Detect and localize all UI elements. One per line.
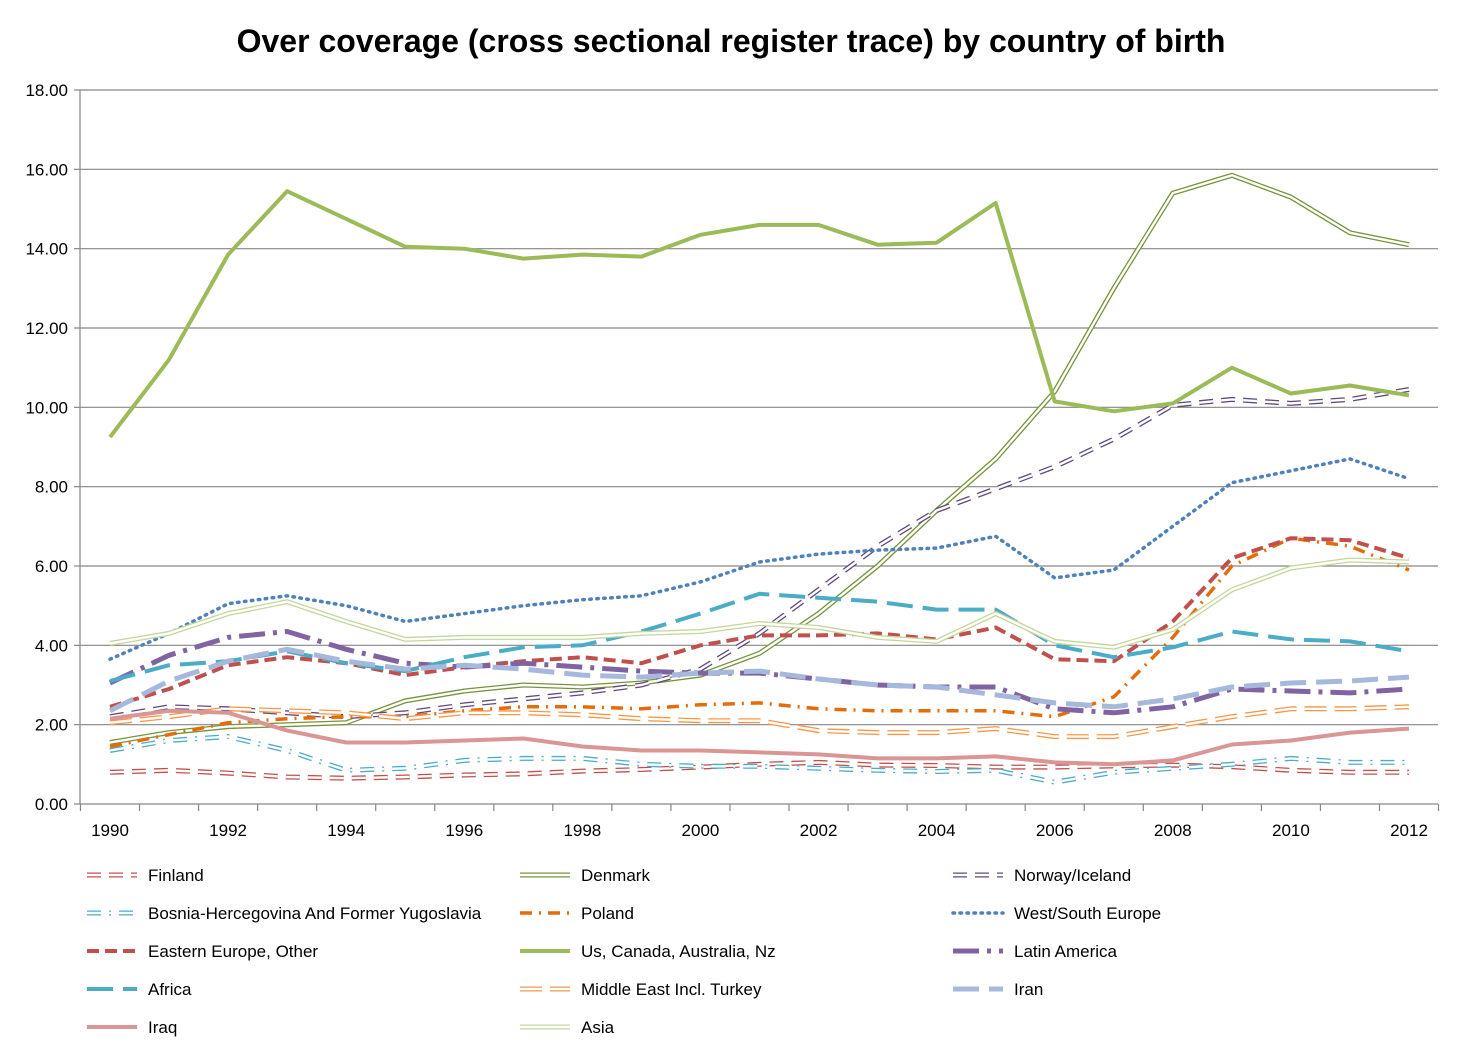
legend: Finland Denmark Norway/Iceland Bosnia-Herce… (87, 866, 1161, 1037)
x-tick-label: 2010 (1272, 821, 1310, 840)
axes (79, 90, 1438, 805)
legend-label: Iran (1014, 980, 1043, 999)
legend-item-bosnia-hercegovina-and-former-yugoslavia: Bosnia-Hercegovina And Former Yugoslavia (87, 904, 482, 923)
x-axis-ticks: 1990 1992 1994 1996 1998 2000 2002 2004 2006 2008… (79, 804, 1440, 840)
series-line-inner (109, 705, 1410, 738)
series-bosnia-hercegovina-and-former-yugoslavia (109, 734, 1409, 785)
legend-label: Bosnia-Hercegovina And Former Yugoslavia (148, 904, 482, 923)
legend-label: Norway/Iceland (1014, 866, 1131, 885)
legend-label: Asia (581, 1018, 615, 1037)
legend-label: Eastern Europe, Other (148, 942, 318, 961)
legend-item-denmark: Denmark (520, 866, 650, 885)
x-tick-label: 2008 (1154, 821, 1192, 840)
y-tick-label: 4.00 (35, 636, 68, 655)
legend-label: West/South Europe (1014, 904, 1161, 923)
series-line (109, 734, 1409, 785)
series-lines (108, 172, 1411, 785)
legend-label: Finland (148, 866, 204, 885)
series-iran (108, 646, 1410, 714)
legend-item-iran: Iran (953, 980, 1043, 999)
x-tick-label: 1996 (445, 821, 483, 840)
legend-label: Poland (581, 904, 634, 923)
series-line (109, 536, 1410, 749)
y-tick-label: 12.00 (25, 319, 68, 338)
x-tick-label: 2002 (800, 821, 838, 840)
legend-label: Africa (148, 980, 192, 999)
legend-item-west-south-europe: West/South Europe (951, 904, 1161, 923)
legend-label: Us, Canada, Australia, Nz (581, 942, 776, 961)
x-tick-label: 2012 (1390, 821, 1428, 840)
legend-item-eastern-europe-other: Eastern Europe, Other (87, 942, 318, 961)
legend-item-finland: Finland (87, 866, 204, 885)
series-line-inner (109, 735, 1409, 784)
series-asia (109, 557, 1410, 650)
series-denmark (109, 172, 1410, 745)
x-tick-label: 1990 (91, 821, 129, 840)
chart-title: Over coverage (cross sectional register … (237, 23, 1226, 59)
y-tick-label: 8.00 (35, 478, 68, 497)
series-middle-east-incl-turkey (109, 704, 1410, 740)
legend-item-norway-iceland: Norway/Iceland (953, 866, 1131, 885)
y-tick-label: 2.00 (35, 716, 68, 735)
y-tick-label: 16.00 (25, 160, 68, 179)
y-tick-label: 6.00 (35, 557, 68, 576)
series-finland (109, 759, 1409, 781)
x-tick-label: 1998 (563, 821, 601, 840)
legend-item-asia: Asia (520, 1018, 615, 1037)
x-tick-label: 2000 (682, 821, 720, 840)
series-iraq (109, 708, 1410, 767)
series-line (108, 189, 1410, 439)
legend-label: Middle East Incl. Turkey (581, 980, 762, 999)
gridlines (80, 89, 1438, 726)
series-line (109, 387, 1410, 720)
series-west-south-europe (108, 457, 1411, 661)
series-norway-iceland (109, 387, 1410, 720)
y-axis-ticks: 0.00 2.00 4.00 6.00 8.00 10.00 12.00 14.00 16.00… (25, 81, 80, 814)
series-line (108, 457, 1411, 661)
legend-item-africa: Africa (87, 980, 192, 999)
series-line-inner (109, 558, 1410, 649)
y-tick-label: 0.00 (35, 795, 68, 814)
legend-item-latin-america: Latin America (953, 942, 1118, 961)
y-tick-label: 18.00 (25, 81, 68, 100)
x-tick-label: 1992 (209, 821, 247, 840)
y-tick-label: 10.00 (25, 398, 68, 417)
x-tick-label: 2006 (1036, 821, 1074, 840)
series-poland (109, 536, 1410, 749)
series-us-canada-australia-nz (108, 189, 1410, 439)
series-line (109, 708, 1410, 767)
legend-item-iraq: Iraq (87, 1018, 177, 1037)
legend-label: Latin America (1014, 942, 1118, 961)
legend-item-us-canada-australia-nz: Us, Canada, Australia, Nz (520, 942, 776, 961)
series-line-inner (109, 388, 1410, 718)
x-tick-label: 2004 (918, 821, 956, 840)
legend-item-middle-east-incl-turkey: Middle East Incl. Turkey (520, 980, 762, 999)
legend-label: Denmark (581, 866, 650, 885)
x-tick-label: 1994 (327, 821, 365, 840)
legend-item-poland: Poland (520, 904, 634, 923)
y-tick-label: 14.00 (25, 240, 68, 259)
legend-label: Iraq (148, 1018, 177, 1037)
series-line (108, 646, 1410, 714)
series-line-inner (109, 174, 1410, 744)
